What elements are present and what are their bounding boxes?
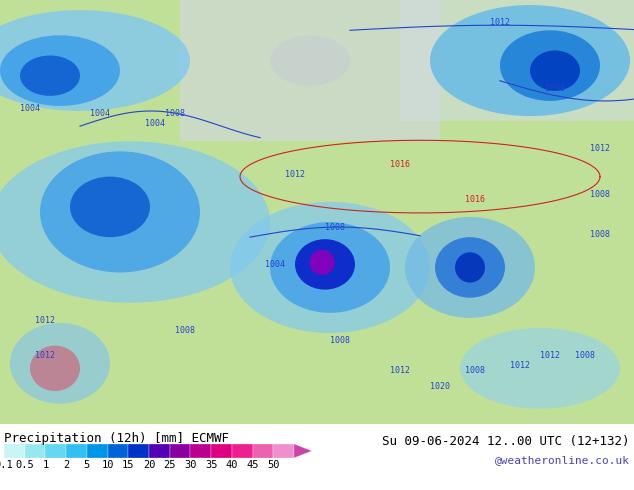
Bar	[232, 444, 252, 458]
Text: 1012: 1012	[540, 351, 560, 360]
Ellipse shape	[0, 35, 120, 106]
Ellipse shape	[10, 323, 110, 404]
Text: 50: 50	[267, 460, 280, 470]
Ellipse shape	[435, 237, 505, 298]
Text: 1012: 1012	[590, 145, 610, 153]
Text: 1004: 1004	[20, 104, 40, 113]
Ellipse shape	[295, 239, 355, 290]
Text: 1012: 1012	[490, 18, 510, 27]
Text: 20: 20	[143, 460, 155, 470]
Ellipse shape	[270, 35, 350, 86]
Text: 1008: 1008	[590, 190, 610, 199]
Bar	[128, 444, 149, 458]
Text: 1004: 1004	[145, 119, 165, 128]
Text: @weatheronline.co.uk: @weatheronline.co.uk	[495, 455, 630, 465]
Text: 1004: 1004	[90, 109, 110, 118]
Text: 1008: 1008	[330, 336, 350, 345]
FancyArrow shape	[294, 444, 312, 458]
Ellipse shape	[500, 30, 600, 101]
Bar	[46, 444, 66, 458]
Text: 2: 2	[63, 460, 69, 470]
Bar	[211, 444, 232, 458]
Bar	[252, 444, 273, 458]
Text: 0.5: 0.5	[15, 460, 34, 470]
Ellipse shape	[0, 10, 190, 111]
Text: 1008: 1008	[175, 326, 195, 335]
Text: 1008: 1008	[465, 367, 485, 375]
Bar	[0, 0, 200, 162]
Text: 1: 1	[42, 460, 49, 470]
Ellipse shape	[460, 328, 620, 409]
Text: 1012: 1012	[35, 316, 55, 325]
Bar	[400, 0, 634, 121]
Text: 35: 35	[205, 460, 217, 470]
Ellipse shape	[0, 141, 270, 303]
Text: 1012: 1012	[390, 367, 410, 375]
Bar	[4, 444, 25, 458]
Ellipse shape	[405, 217, 535, 318]
Bar	[170, 444, 190, 458]
Bar	[190, 444, 211, 458]
Text: 40: 40	[226, 460, 238, 470]
Ellipse shape	[430, 5, 630, 116]
Text: 1004: 1004	[265, 260, 285, 270]
Bar	[0, 0, 634, 81]
Text: 25: 25	[164, 460, 176, 470]
Text: 1016: 1016	[465, 195, 485, 204]
Bar	[66, 444, 87, 458]
Text: 1008: 1008	[575, 351, 595, 360]
Text: 5: 5	[84, 460, 90, 470]
Ellipse shape	[455, 252, 485, 283]
Text: 1008: 1008	[165, 109, 185, 118]
Text: 1012: 1012	[35, 351, 55, 360]
Bar	[87, 444, 108, 458]
Ellipse shape	[70, 176, 150, 237]
Bar	[180, 0, 440, 141]
Text: 1012: 1012	[510, 361, 530, 370]
Ellipse shape	[40, 151, 200, 272]
Text: 1008: 1008	[325, 223, 345, 232]
Text: 10: 10	[101, 460, 114, 470]
Ellipse shape	[530, 50, 580, 91]
Bar	[108, 444, 128, 458]
Text: 30: 30	[184, 460, 197, 470]
Text: 1016: 1016	[390, 160, 410, 169]
Text: 15: 15	[122, 460, 134, 470]
Ellipse shape	[309, 250, 335, 275]
Ellipse shape	[270, 222, 390, 313]
Text: 1008: 1008	[545, 84, 565, 93]
Bar	[273, 444, 294, 458]
Ellipse shape	[30, 345, 80, 391]
Bar	[25, 444, 46, 458]
Text: 1020: 1020	[430, 382, 450, 391]
Text: Precipitation (12h) [mm] ECMWF: Precipitation (12h) [mm] ECMWF	[4, 432, 229, 445]
Bar	[149, 444, 170, 458]
Text: 1008: 1008	[590, 230, 610, 239]
Ellipse shape	[230, 202, 430, 333]
Text: 0.1: 0.1	[0, 460, 13, 470]
Text: 1012: 1012	[285, 170, 305, 178]
Text: Su 09-06-2024 12..00 UTC (12+132): Su 09-06-2024 12..00 UTC (12+132)	[382, 435, 630, 448]
Text: 45: 45	[247, 460, 259, 470]
Ellipse shape	[20, 55, 80, 96]
